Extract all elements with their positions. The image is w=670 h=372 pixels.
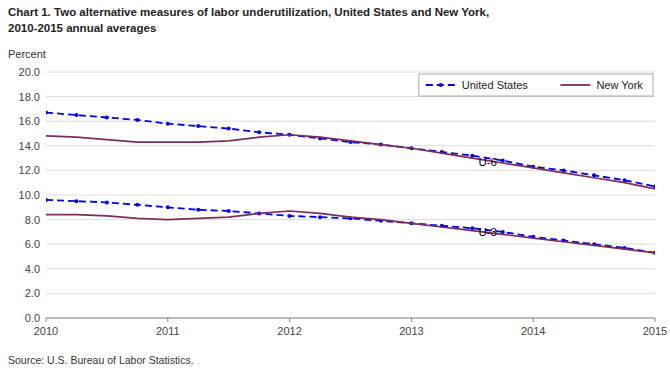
y-tick-label: 20.0: [19, 66, 40, 78]
legend-label: United States: [462, 79, 529, 91]
x-tick-label: 2010: [34, 325, 58, 337]
title: Chart 1. Two alternative measures of lab…: [8, 6, 489, 18]
grid-line: [46, 318, 655, 319]
series-marker: [196, 208, 200, 212]
data: [46, 111, 655, 255]
y-tick-label: 6.0: [25, 238, 40, 250]
subtitle: 2010-2015 annual averages: [8, 22, 156, 34]
grid-line: [46, 195, 655, 196]
y-tick-label: 4.0: [25, 263, 40, 275]
series-marker: [227, 127, 231, 131]
x-axis-line: [46, 318, 655, 319]
series-line: [46, 135, 655, 189]
series-marker: [46, 111, 48, 115]
series-marker: [196, 124, 200, 128]
y-tick-label: 0.0: [25, 312, 40, 324]
y-axis-label: Percent: [8, 48, 46, 60]
grid-line: [46, 268, 655, 269]
annotation: U-6: [478, 156, 497, 168]
grid: [46, 72, 655, 318]
legend-marker: [439, 83, 443, 87]
y-tick-label: 12.0: [19, 164, 40, 176]
grid-line: [46, 72, 655, 73]
y-tick-label: 16.0: [19, 115, 40, 127]
grid-line: [46, 145, 655, 146]
series-marker: [105, 116, 109, 120]
series-marker: [318, 215, 322, 219]
y-tick-label: 8.0: [25, 214, 40, 226]
series-line: [46, 211, 655, 253]
series-line: [46, 200, 655, 253]
series-marker: [46, 198, 48, 202]
series-marker: [105, 200, 109, 204]
y-tick-label: 18.0: [19, 91, 40, 103]
legend: United States New York: [419, 74, 653, 96]
source-note: Source: U.S. Bureau of Labor Statistics.: [8, 354, 194, 366]
x-tick: [411, 318, 412, 322]
series-marker: [74, 199, 78, 203]
series-marker: [166, 205, 170, 209]
x-tick-label: 2014: [521, 325, 545, 337]
series-marker: [166, 122, 170, 126]
grid-line: [46, 244, 655, 245]
annotation: U-3: [478, 226, 497, 238]
y-tick-label: 2.0: [25, 287, 40, 299]
x-tick: [533, 318, 534, 322]
x-tick: [289, 318, 290, 322]
x-tick: [167, 318, 168, 322]
series-marker: [288, 214, 292, 218]
series-line: [46, 113, 655, 187]
background: [0, 0, 670, 372]
x-tick: [46, 318, 47, 322]
y-tick-label: 10.0: [19, 189, 40, 201]
y-tick-label: 14.0: [19, 140, 40, 152]
grid-line: [46, 293, 655, 294]
x-tick: [655, 318, 656, 322]
series-marker: [135, 203, 139, 207]
legend-box: [419, 74, 653, 96]
legend-label: New York: [596, 79, 643, 91]
x-tick-label: 2013: [399, 325, 423, 337]
series-marker: [227, 209, 231, 213]
series-marker: [257, 130, 261, 134]
chart: Chart 1. Two alternative measures of lab…: [0, 0, 670, 372]
series-marker: [135, 118, 139, 122]
x-tick-label: 2012: [277, 325, 301, 337]
x-tick-label: 2015: [643, 325, 667, 337]
series-marker: [470, 226, 474, 230]
series-marker: [501, 230, 505, 234]
x-tick-label: 2011: [156, 325, 180, 337]
series-marker: [74, 113, 78, 117]
legend-swatch: [560, 84, 590, 86]
